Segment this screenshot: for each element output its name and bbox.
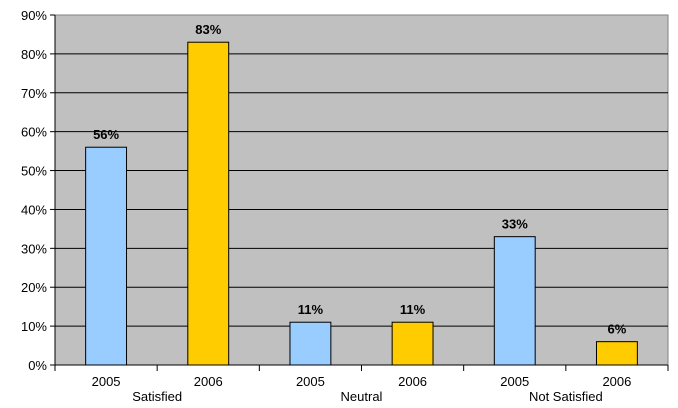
y-tick-label: 50%	[21, 164, 47, 179]
data-label: 11%	[400, 302, 426, 317]
x-tick-label: 2006	[602, 374, 631, 389]
x-tick-label: 2005	[296, 374, 325, 389]
y-tick-label: 70%	[21, 86, 47, 101]
data-label: 56%	[93, 127, 119, 142]
bar	[187, 41, 230, 366]
data-label: 11%	[298, 302, 324, 317]
group-label: Not Satisfied	[529, 389, 603, 404]
bar	[85, 146, 128, 366]
bar	[595, 341, 638, 366]
y-tick-label: 60%	[21, 125, 47, 140]
x-tick-label: 2006	[398, 374, 427, 389]
data-label: 33%	[502, 217, 528, 232]
group-label: Satisfied	[132, 389, 182, 404]
x-tick-label: 2005	[500, 374, 529, 389]
y-axis: 0% 10% 20% 30% 40% 50% 60% 70% 80% 90%	[21, 8, 56, 373]
y-tick-label: 20%	[21, 280, 47, 295]
y-tick-label: 30%	[21, 241, 47, 256]
data-label: 83%	[195, 22, 221, 37]
x-axis: 2005 2006 Satisfied 2005 2006 Neutral 2005 2006…	[54, 364, 669, 404]
bar	[289, 321, 332, 366]
y-tick-label: 90%	[21, 8, 47, 23]
x-tick-label: 2005	[92, 374, 121, 389]
gridlines	[55, 53, 668, 327]
y-tick-label: 0%	[28, 358, 47, 373]
group-label: Neutral	[341, 389, 383, 404]
bar	[391, 321, 434, 366]
x-tick-label: 2006	[194, 374, 223, 389]
y-tick-label: 80%	[21, 47, 47, 62]
y-tick-label: 10%	[21, 319, 47, 334]
bars: 56% 83% 11% 11% 33% 6%	[85, 22, 638, 366]
bar	[493, 236, 536, 366]
data-label: 6%	[608, 322, 627, 337]
y-tick-label: 40%	[21, 202, 47, 217]
plot-area	[54, 14, 669, 366]
